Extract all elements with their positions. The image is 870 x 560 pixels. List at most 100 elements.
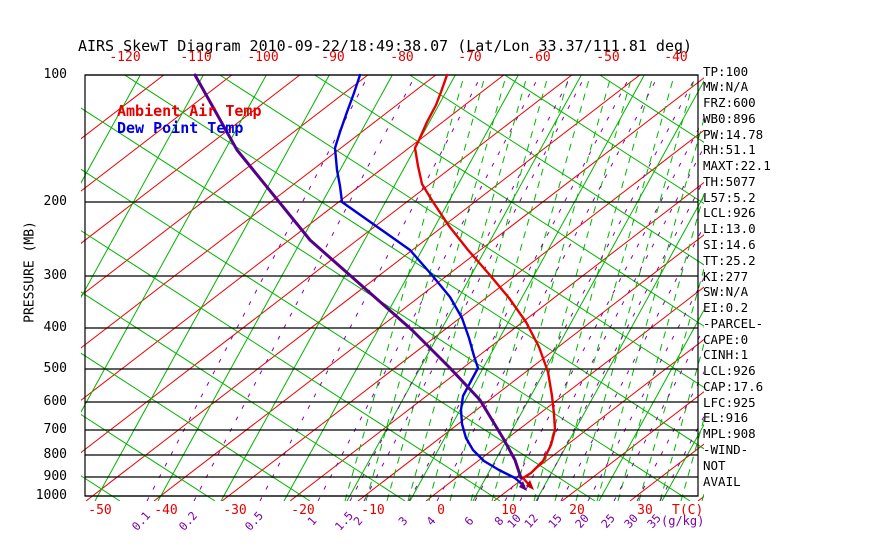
stat-line: LCL:926: [703, 363, 756, 379]
mixing-ratio-line: [349, 75, 572, 501]
isotherm-line: [153, 77, 704, 501]
bottom-temp-tick: 0: [437, 503, 445, 518]
stat-line: TH:5077: [703, 173, 756, 189]
pressure-tick: 600: [43, 394, 67, 409]
moist-adiabat-line: [428, 75, 549, 501]
top-temp-tick: -90: [321, 50, 345, 65]
stat-line: PW:14.78: [703, 126, 764, 142]
stat-line: EI:0.2: [703, 300, 749, 316]
bottom-temp-tick: -20: [291, 503, 315, 518]
mixing-ratio-line: [659, 415, 704, 501]
dry-adiabat-line: [81, 230, 501, 501]
pressure-tick: 500: [43, 361, 67, 376]
top-temp-tick: -60: [527, 50, 551, 65]
moist-adiabat-line: [407, 75, 528, 501]
pressure-tick: 400: [43, 320, 67, 335]
stat-line: SW:N/A: [703, 284, 749, 300]
stat-line: LFC:925: [703, 394, 756, 410]
dry-adiabat-line: [0, 75, 14, 501]
top-temp-tick: -40: [664, 50, 688, 65]
dry-adiabat-line: [81, 75, 204, 299]
moist-adiabat-line: [491, 75, 612, 501]
bottom-temp-tick: -30: [223, 503, 247, 518]
moist-adiabat-line: [344, 75, 465, 501]
dry-adiabat-line: [409, 75, 704, 266]
mixing-ratio-line: [259, 75, 482, 501]
stat-line: LI:13.0: [703, 221, 756, 237]
bottom-temp-tick: -50: [88, 503, 112, 518]
moist-adiabat-line: [638, 267, 704, 501]
dry-adiabat-line: [124, 75, 704, 450]
bottom-temp-tick: 30: [637, 503, 653, 518]
top-temp-tick: -50: [596, 50, 620, 65]
stat-line: SI:14.6: [703, 236, 756, 252]
moist-adiabat-line: [575, 75, 696, 501]
surface-arrow-temp: [526, 480, 534, 490]
isotherm-line: [81, 75, 437, 349]
mixing-unit-label: (g/kg): [661, 514, 705, 528]
stat-line: EL:916: [703, 410, 749, 426]
isotherm-line: [425, 286, 704, 501]
mixing-ratio-line: [317, 75, 540, 501]
dry-adiabat-line: [0, 75, 77, 501]
bottom-temp-tick: -40: [154, 503, 178, 518]
legend-ambient-air-temp: Ambient Air Temp: [117, 102, 262, 120]
legend-dew-point-temp: Dew Point Temp: [117, 119, 244, 137]
moist-adiabat-line: [765, 75, 870, 501]
stat-line: CAPE:0: [703, 331, 749, 347]
moist-adiabat-line: [449, 75, 570, 501]
isotherm-line: [81, 75, 505, 401]
pressure-tick: 300: [43, 268, 67, 283]
top-temp-tick: -70: [458, 50, 482, 65]
dry-adiabat-line: [219, 75, 704, 389]
isotherm-line: [81, 75, 369, 297]
isotherm-line: [81, 75, 301, 244]
stat-line: RH:51.1: [703, 142, 756, 158]
dry-adiabat-line: [409, 75, 645, 501]
dry-adiabat-line: [81, 168, 596, 501]
stat-line: WB0:896: [703, 110, 756, 126]
moist-adiabat-line: [470, 75, 591, 501]
pressure-tick: 900: [43, 469, 67, 484]
dry-adiabat-line: [81, 75, 141, 184]
bottom-temp-tick: 10: [501, 503, 517, 518]
dew-point-temp-curve: [333, 73, 526, 488]
surface-arrow-parcel: [519, 481, 527, 491]
moist-adiabat-line: [596, 117, 704, 501]
moist-adiabat-line: [386, 75, 507, 501]
dry-adiabat-line: [81, 75, 267, 413]
stat-line: CINH:1: [703, 347, 749, 363]
moist-adiabat-line: [365, 75, 486, 501]
moist-adiabat-line: [554, 75, 675, 501]
dry-adiabat-line: [504, 75, 704, 205]
moist-adiabat-line: [828, 75, 870, 501]
stat-line: -WIND-: [703, 441, 749, 457]
pressure-tick: 100: [43, 67, 67, 82]
stat-line: FRZ:600: [703, 95, 756, 111]
stat-line: KI:277: [703, 268, 749, 284]
dry-adiabat-line: [81, 475, 121, 501]
stat-line: NOT: [703, 457, 726, 473]
bottom-temp-tick: -10: [361, 503, 385, 518]
stat-line: TP:100: [703, 63, 749, 79]
stat-line: CAP:17.6: [703, 378, 764, 394]
stat-line: MPL:908: [703, 426, 756, 442]
moist-adiabat-line: [807, 75, 870, 501]
parcel-trace-curve: [193, 73, 523, 480]
top-temp-tick: -120: [109, 50, 141, 65]
plot-border: [84, 74, 699, 497]
dry-adiabat-line: [346, 75, 582, 501]
bottom-temp-tick: 20: [569, 503, 585, 518]
moist-adiabat-line: [533, 75, 654, 501]
chart-title: AIRS SkewT Diagram 2010-09-22/18:49:38.0…: [77, 37, 693, 55]
pressure-tick: 200: [43, 194, 67, 209]
moist-adiabat-line: [786, 75, 870, 501]
stat-line: MW:N/A: [703, 79, 749, 95]
stat-line: AVAIL: [703, 473, 741, 489]
pressure-tick: 1000: [35, 488, 67, 503]
moist-adiabat-line: [617, 192, 704, 501]
stat-line: L57:5.2: [703, 189, 756, 205]
moist-adiabat-line: [849, 75, 870, 501]
top-temp-tick: -100: [247, 50, 279, 65]
stat-line: -PARCEL-: [703, 315, 764, 331]
